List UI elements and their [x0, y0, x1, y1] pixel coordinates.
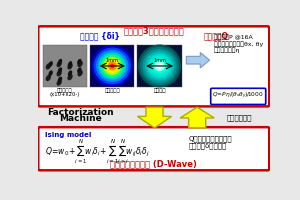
Ellipse shape: [46, 63, 51, 70]
Text: $Q\!=\!P\eta/\!(\theta_x\theta_y)\!/\!1000$: $Q\!=\!P\eta/\!(\theta_x\theta_y)\!/\!10…: [212, 91, 264, 101]
Text: Machine: Machine: [59, 114, 101, 123]
Text: ・直線偏光比η: ・直線偏光比η: [214, 48, 241, 53]
Ellipse shape: [77, 67, 82, 73]
Text: 設計変数 {δi}: 設計変数 {δi}: [80, 32, 119, 41]
Circle shape: [143, 50, 176, 82]
Circle shape: [101, 55, 123, 77]
Ellipse shape: [68, 61, 72, 67]
Text: 1mm: 1mm: [153, 58, 166, 63]
Text: (x10+x20-): (x10+x20-): [50, 92, 80, 97]
FancyBboxPatch shape: [38, 26, 269, 106]
Polygon shape: [180, 107, 214, 128]
Circle shape: [106, 60, 118, 72]
Ellipse shape: [77, 59, 82, 65]
Circle shape: [157, 64, 162, 68]
Polygon shape: [186, 52, 210, 68]
Ellipse shape: [56, 79, 62, 86]
Text: 1mm: 1mm: [106, 58, 119, 63]
Ellipse shape: [46, 75, 51, 81]
Ellipse shape: [58, 67, 62, 73]
Ellipse shape: [58, 59, 62, 65]
Circle shape: [153, 59, 166, 73]
Text: 量子アニーリング (D-Wave): 量子アニーリング (D-Wave): [110, 159, 197, 168]
Text: 格子点形状: 格子点形状: [57, 88, 73, 93]
Text: Factorization: Factorization: [47, 108, 113, 117]
Circle shape: [150, 57, 169, 75]
Text: 周波数分布: 周波数分布: [104, 88, 120, 93]
Ellipse shape: [58, 77, 62, 82]
Text: 時間領域3次元結合波理論: 時間領域3次元結合波理論: [123, 26, 184, 35]
Circle shape: [146, 52, 173, 80]
Text: 繰返し最適化: 繰返し最適化: [226, 115, 252, 121]
Text: ・ビーム拡がり角θx, θy: ・ビーム拡がり角θx, θy: [214, 41, 263, 47]
FancyBboxPatch shape: [137, 45, 182, 87]
Ellipse shape: [68, 70, 72, 76]
Circle shape: [104, 57, 121, 74]
FancyBboxPatch shape: [90, 45, 134, 87]
Text: ・光出力P @16A: ・光出力P @16A: [214, 34, 253, 40]
Text: 性能指数Q: 性能指数Q: [203, 32, 228, 41]
Circle shape: [148, 54, 171, 78]
Text: 電流分布: 電流分布: [153, 88, 166, 93]
Ellipse shape: [49, 61, 53, 67]
Ellipse shape: [56, 61, 62, 67]
Circle shape: [111, 64, 114, 68]
FancyBboxPatch shape: [43, 45, 87, 87]
Polygon shape: [137, 107, 172, 128]
Text: Qを最大化するように: Qを最大化するように: [189, 136, 232, 142]
Circle shape: [99, 53, 125, 79]
Circle shape: [94, 48, 130, 84]
Circle shape: [97, 51, 128, 81]
Ellipse shape: [68, 74, 73, 80]
FancyBboxPatch shape: [211, 88, 266, 104]
Ellipse shape: [49, 70, 53, 76]
Circle shape: [108, 62, 116, 70]
Ellipse shape: [56, 70, 62, 76]
Ellipse shape: [68, 63, 73, 70]
Circle shape: [139, 45, 181, 87]
Text: Ising model: Ising model: [45, 132, 92, 138]
Ellipse shape: [77, 70, 83, 76]
Circle shape: [155, 61, 164, 71]
Circle shape: [92, 46, 132, 86]
Circle shape: [141, 47, 178, 84]
Ellipse shape: [77, 61, 83, 67]
Text: 設計変数δを最適化: 設計変数δを最適化: [189, 143, 227, 149]
Text: $Q\!=\!w_0\!+\!\sum_{i=1}^{N}\!w_i\delta_i\!+\!\sum_{i=1}^{N}\sum_{j>i}^{N}\!w_{: $Q\!=\!w_0\!+\!\sum_{i=1}^{N}\!w_i\delta…: [45, 138, 150, 167]
FancyBboxPatch shape: [38, 127, 269, 170]
